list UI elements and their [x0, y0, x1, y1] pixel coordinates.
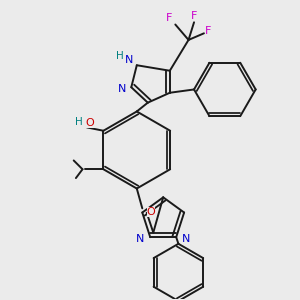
- Text: F: F: [191, 11, 197, 21]
- Text: N: N: [125, 55, 133, 65]
- Text: N: N: [182, 234, 190, 244]
- Text: O: O: [86, 118, 94, 128]
- Text: H: H: [116, 51, 124, 62]
- Text: O: O: [147, 207, 155, 217]
- Text: H: H: [75, 117, 83, 127]
- Text: F: F: [205, 26, 212, 36]
- Text: F: F: [166, 13, 172, 23]
- Text: N: N: [136, 234, 145, 244]
- Text: N: N: [118, 85, 127, 94]
